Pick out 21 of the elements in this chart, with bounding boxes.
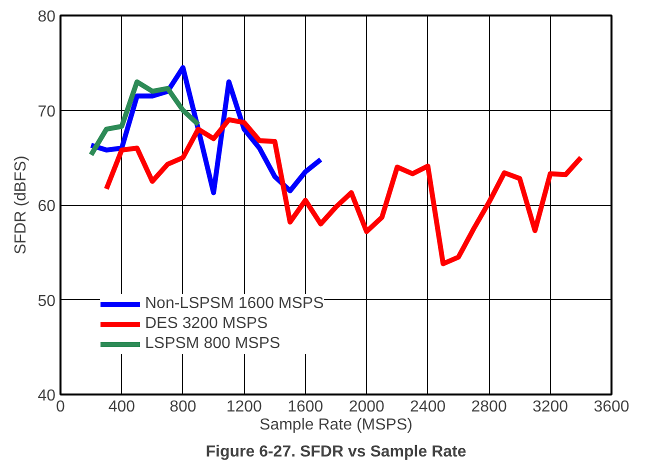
- x-tick-label: 400: [108, 398, 136, 416]
- x-axis-title: Sample Rate (MSPS): [260, 416, 412, 434]
- x-tick-label: 0: [56, 398, 66, 416]
- x-tick-label: 2400: [410, 398, 446, 416]
- x-tick-label: 3200: [532, 398, 568, 416]
- legend-label: DES 3200 MSPS: [145, 315, 268, 333]
- x-tick-label: 1600: [288, 398, 324, 416]
- y-axis-title: SFDR (dBFS): [12, 156, 30, 254]
- x-tick-label: 2800: [471, 398, 507, 416]
- y-tick-label: 80: [38, 8, 56, 26]
- y-tick-label: 40: [38, 388, 56, 404]
- legend-label: LSPSM 800 MSPS: [145, 335, 280, 353]
- x-tick-label: 3600: [594, 398, 630, 416]
- y-tick-label: 50: [38, 292, 56, 310]
- x-tick-label: 1200: [226, 398, 262, 416]
- y-tick-label: 60: [38, 198, 56, 215]
- x-tick-label: 2000: [348, 398, 385, 416]
- legend-label: Non-LSPSM 1600 MSPS: [145, 295, 324, 313]
- x-tick-label: 800: [170, 398, 196, 416]
- text: Figure 6-27. SFDR vs Sample Rate: [206, 444, 466, 460]
- y-tick-label: 70: [38, 103, 56, 120]
